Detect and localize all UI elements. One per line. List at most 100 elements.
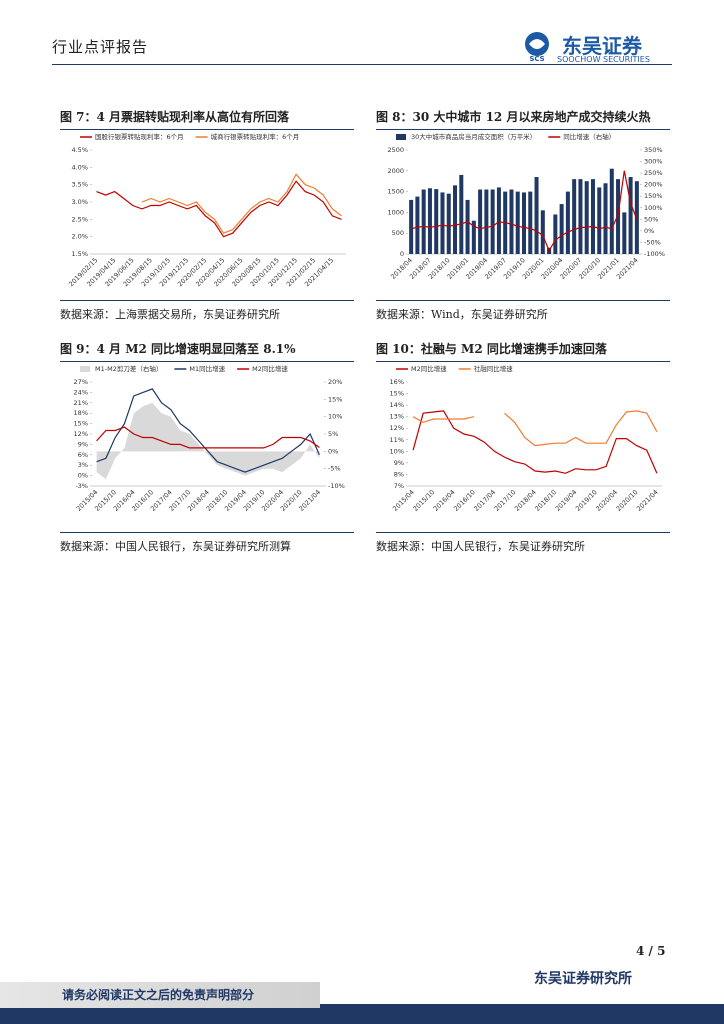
y-tick-label: 2.5% <box>71 215 88 223</box>
page-number: 4 / 5 <box>636 944 666 958</box>
series-line <box>412 410 658 447</box>
bar <box>590 179 595 254</box>
y-tick-label: 4.0% <box>71 163 88 171</box>
y-tick-label: 50% <box>644 215 658 223</box>
y-tick-label: 3.5% <box>71 181 88 189</box>
y-tick-label: 200% <box>644 181 663 189</box>
y-tick-label: 150% <box>644 192 663 200</box>
legend-label: M1-M2剪刀差（右轴） <box>95 364 162 373</box>
chart: M1-M2剪刀差（右轴） M1同比增速 M2同比增速 -3% 0% 3% 6% 9% 12% 15… <box>74 364 345 513</box>
bar <box>572 179 577 254</box>
legend-label: 城商行银票转贴现利率：6个月 <box>211 132 300 141</box>
legend-label: 30大中城市商品房当月成交面积（万平米） <box>411 132 536 141</box>
bar <box>434 189 439 254</box>
y-tick-label: 15% <box>74 420 88 428</box>
bar <box>616 179 621 254</box>
bar <box>628 177 633 254</box>
bar <box>471 220 476 254</box>
logo-icon: SCS <box>525 32 549 63</box>
y-tick-label: 9% <box>394 459 404 467</box>
y-tick-label: 2500 <box>387 146 404 154</box>
y-tick-label: 0% <box>78 472 88 480</box>
y-tick-label: 10% <box>328 413 342 421</box>
y-tick-label: 5% <box>328 430 338 438</box>
y-tick-label: 18% <box>74 409 88 417</box>
bar <box>622 212 627 254</box>
bar <box>534 177 539 254</box>
y-tick-label: 250% <box>644 169 663 177</box>
bar <box>609 168 614 254</box>
y-tick-label: -5% <box>328 465 341 473</box>
figure-source: 数据来源：上海票据交易所，东吴证券研究所 <box>60 300 354 322</box>
legend-label: M2同比增速 <box>411 364 447 373</box>
bar <box>478 189 483 254</box>
y-tick-label: 14% <box>390 401 404 409</box>
legend-label: 国股行银票转贴现利率：6个月 <box>95 132 184 141</box>
y-tick-label: -100% <box>644 250 665 258</box>
y-tick-label: 8% <box>394 470 404 478</box>
y-tick-label: 1500 <box>387 188 404 196</box>
y-tick-label: 350% <box>644 146 663 154</box>
chart: 国股行银票转贴现利率：6个月 城商行银票转贴现利率：6个月 1.5% 2.0% 2.5%… <box>67 132 346 288</box>
y-tick-label: 1000 <box>387 208 404 216</box>
series-line <box>96 388 320 473</box>
bar <box>559 204 564 254</box>
footer-bar <box>0 1004 724 1024</box>
disclaimer-band <box>0 982 320 1008</box>
y-tick-label: 300% <box>644 158 663 166</box>
y-tick-label: 27% <box>74 378 88 386</box>
y-tick-label: 24% <box>74 388 88 396</box>
bar <box>597 187 602 254</box>
header-rule <box>52 64 672 65</box>
y-tick-label: 7% <box>394 482 404 490</box>
figure-title: 图 7：4 月票据转贴现利率从高位有所回落 <box>60 108 354 130</box>
logo-mark: SCS <box>529 55 544 63</box>
y-tick-label: 2000 <box>387 167 404 175</box>
y-tick-label: 100% <box>644 204 663 212</box>
legend-label: 社融同比增速 <box>474 364 514 373</box>
legend-label: 同比增速（右轴） <box>563 132 615 141</box>
bar <box>427 188 432 254</box>
y-tick-label: 2.0% <box>71 233 88 241</box>
y-tick-label: 0% <box>328 447 338 455</box>
y-tick-label: 1.5% <box>71 250 88 258</box>
figure-title: 图 8：30 大中城市 12 月以来房地产成交持续火热 <box>376 108 670 130</box>
series-line <box>410 170 638 252</box>
header-title: 行业点评报告 <box>52 38 149 56</box>
y-tick-label: 500 <box>392 229 404 237</box>
bar <box>453 185 458 254</box>
bar <box>528 191 533 254</box>
figure-source: 数据来源：中国人民银行，东吴证券研究所 <box>376 532 670 554</box>
series-area <box>96 402 320 480</box>
bar <box>409 199 414 254</box>
y-tick-label: -10% <box>328 482 345 490</box>
y-tick-label: 10% <box>390 447 404 455</box>
bar <box>553 214 558 254</box>
figure-title: 图 9：4 月 M2 同比增速明显回落至 8.1% <box>60 340 354 362</box>
y-tick-label: 16% <box>390 378 404 386</box>
y-tick-label: -3% <box>75 482 88 490</box>
bar <box>496 187 501 254</box>
chart: M2同比增速 社融同比增速 7% 8% 9% 10% 11% 12% 13% 14% 15% 16% 2… <box>390 364 662 513</box>
bar <box>465 199 470 254</box>
series-line <box>96 426 320 449</box>
y-tick-label: 13% <box>390 413 404 421</box>
y-tick-label: 15% <box>390 390 404 398</box>
y-tick-label: 21% <box>74 399 88 407</box>
logo-en: SOOCHOW SECURITIES <box>557 55 650 64</box>
legend-swatch <box>396 134 406 140</box>
bar <box>578 179 583 254</box>
y-tick-label: 20% <box>328 378 342 386</box>
bar <box>540 210 545 254</box>
series-line <box>96 180 342 238</box>
bar <box>490 189 495 254</box>
y-tick-label: 3% <box>78 461 88 469</box>
figure-source: 数据来源：Wind，东吴证券研究所 <box>376 300 670 322</box>
y-tick-label: 4.5% <box>71 146 88 154</box>
y-tick-label: -50% <box>644 238 661 246</box>
series-line <box>412 410 658 474</box>
legend-label: M2同比增速 <box>252 364 288 373</box>
bar <box>509 189 514 254</box>
footer-org: 东吴证券研究所 <box>534 971 632 987</box>
